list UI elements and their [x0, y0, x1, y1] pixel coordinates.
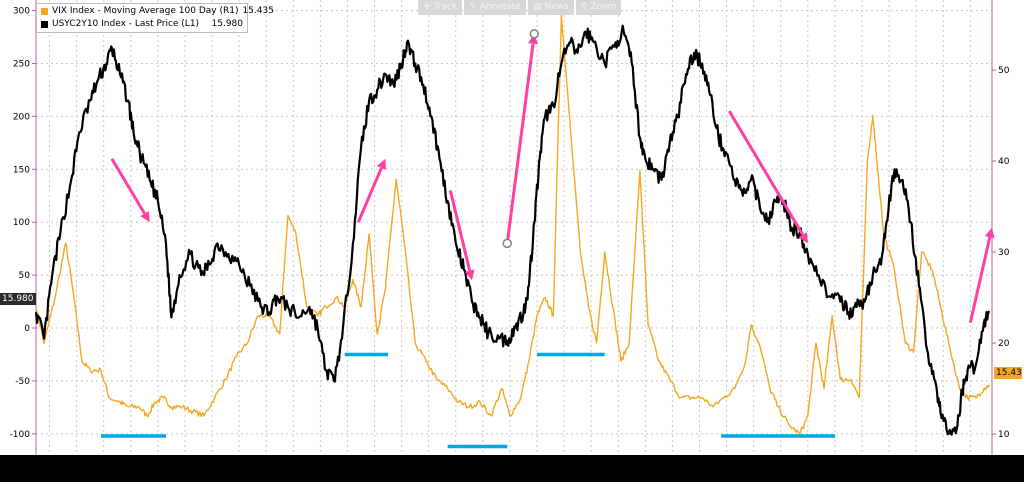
trend-arrow-head — [140, 211, 150, 223]
series-lines — [34, 14, 991, 436]
annotations — [100, 29, 995, 449]
left-tick-label: 150 — [13, 165, 30, 175]
left-axis: 300 250 200 150 100 50 0 -50 -100 — [10, 0, 37, 455]
trend-arrow — [110, 157, 146, 215]
legend-swatch-usyc2y10 — [41, 21, 48, 28]
legend-swatch-vix — [41, 8, 48, 15]
newspaper-icon: ▤ — [532, 2, 542, 12]
trend-arrow — [448, 190, 472, 272]
zoom-button[interactable]: ⚲ Zoom — [575, 0, 622, 15]
trend-arrow-head — [376, 158, 387, 170]
legend: VIX Index - Moving Average 100 Day (R1) … — [36, 3, 274, 33]
legend-item-usyc2y10: USYC2Y10 Index - Last Price (L1) 15.980 — [41, 18, 243, 31]
trend-arrow-head — [464, 269, 475, 281]
left-tick-label: 0 — [24, 324, 30, 334]
track-label: Track — [433, 2, 458, 12]
series-line-usyc2y10 — [34, 24, 991, 436]
trend-arrow — [968, 236, 992, 324]
news-button[interactable]: ▤ News — [527, 0, 574, 15]
left-tick-label: -50 — [15, 377, 30, 387]
left-tick-label: 50 — [19, 271, 31, 281]
right-axis: 50 40 30 20 10 — [991, 0, 1010, 455]
right-tick-label: 20 — [998, 339, 1010, 349]
trend-arrow-head — [798, 232, 808, 244]
annotate-button[interactable]: ✎ Annotate — [464, 0, 526, 15]
right-tick-label: 30 — [998, 248, 1010, 258]
news-label: News — [544, 2, 569, 12]
right-tick-label: 50 — [998, 66, 1010, 76]
legend-label: VIX Index - Moving Average 100 Day (R1) — [52, 6, 239, 16]
trend-arrow — [728, 110, 805, 236]
legend-value: 15.980 — [211, 19, 244, 29]
right-tick-label: 10 — [998, 430, 1010, 440]
x-axis-band — [0, 455, 1024, 482]
magnifier-icon: ⚲ — [580, 2, 588, 12]
last-value-label-usyc2y10: 15.980 — [0, 293, 36, 305]
track-button[interactable]: ✛ Track — [418, 0, 463, 15]
trend-arrow-head — [528, 33, 538, 45]
left-tick-label: 200 — [13, 112, 30, 122]
annotation-point — [502, 238, 512, 249]
annotation-point — [529, 29, 540, 39]
trend-arrow — [356, 167, 383, 223]
series-line-vix — [35, 14, 990, 435]
pencil-icon: ✎ — [469, 2, 477, 12]
zoom-label: Zoom — [590, 2, 617, 12]
crosshair-icon: ✛ — [423, 2, 431, 12]
annotate-label: Annotate — [479, 2, 521, 12]
right-tick-label: 40 — [998, 157, 1010, 167]
left-tick-label: 250 — [13, 59, 30, 69]
gridlines — [36, 0, 992, 455]
legend-item-vix: VIX Index - Moving Average 100 Day (R1) … — [41, 5, 274, 18]
last-value-label-vix: 15.435 — [994, 367, 1022, 379]
chart-toolbar: ✛ Track ✎ Annotate ▤ News ⚲ Zoom — [418, 0, 622, 15]
left-tick-label: 100 — [13, 218, 30, 228]
trend-arrow-head — [984, 227, 995, 239]
left-tick-label: 300 — [13, 7, 30, 17]
left-tick-label: -100 — [10, 430, 31, 440]
trend-arrow — [505, 43, 535, 244]
legend-value: 15.435 — [242, 6, 274, 16]
legend-label: USYC2Y10 Index - Last Price (L1) — [52, 19, 200, 29]
